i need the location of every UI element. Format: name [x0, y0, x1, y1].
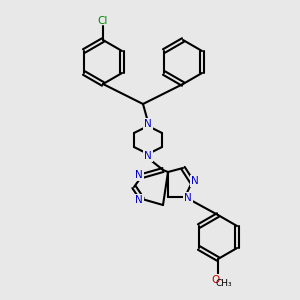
Text: N: N: [144, 151, 152, 161]
Text: CH₃: CH₃: [216, 280, 232, 289]
Text: N: N: [184, 193, 192, 203]
Text: N: N: [135, 195, 143, 205]
Text: Cl: Cl: [98, 16, 108, 26]
Text: N: N: [191, 176, 199, 186]
Text: N: N: [135, 170, 143, 180]
Text: O: O: [211, 275, 219, 285]
Text: N: N: [144, 119, 152, 129]
